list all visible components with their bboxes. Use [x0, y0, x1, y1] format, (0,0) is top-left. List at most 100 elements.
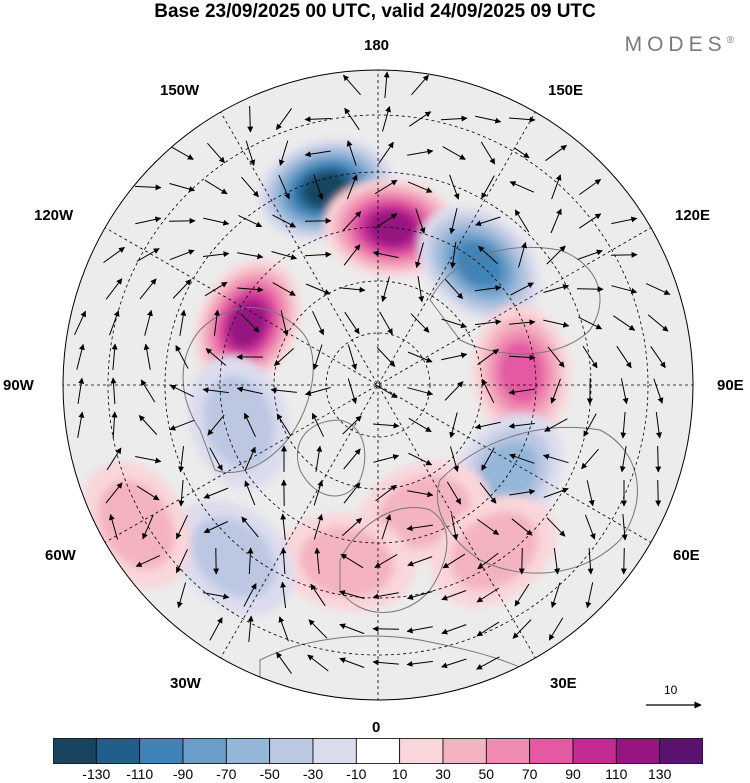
- wind-arrow: [449, 242, 457, 269]
- wind-arrow: [480, 141, 496, 165]
- wind-arrow: [236, 286, 264, 293]
- coastline-europe: [339, 506, 448, 613]
- wind-arrow: [305, 283, 331, 295]
- wind-arrow: [338, 590, 365, 599]
- lon-label-30e: 30E: [550, 675, 577, 692]
- wind-arrow: [177, 582, 187, 609]
- wind-arrow: [247, 547, 254, 575]
- wind-arrow: [551, 174, 562, 200]
- coastline-north-america: [182, 307, 314, 474]
- wind-arrow: [311, 412, 325, 437]
- wind-arrow: [278, 140, 289, 166]
- wind-arrow: [543, 284, 570, 293]
- wind-arrow: [475, 319, 502, 326]
- wind-arrow: [512, 619, 532, 639]
- wind-arrow: [653, 378, 664, 404]
- wind-arrow: [106, 447, 122, 471]
- wind-arrow: [508, 422, 535, 429]
- colorbar-tick-label: 110: [605, 766, 628, 782]
- wind-arrow: [406, 591, 433, 600]
- wind-arrow: [315, 445, 323, 472]
- wind-arrow: [578, 316, 603, 330]
- wind-arrow: [280, 547, 287, 575]
- wind-arrow: [442, 146, 466, 160]
- wind-arrow: [406, 660, 433, 667]
- wind-arrow: [372, 592, 399, 600]
- colorbar-bin-1: [95, 738, 141, 764]
- wind-arrow: [450, 446, 459, 473]
- colorbar-tick-label: -10: [346, 766, 367, 782]
- wind-arrow: [379, 311, 393, 335]
- wind-arrow: [442, 553, 466, 569]
- wind-arrow: [509, 319, 536, 326]
- wind-arrow: [543, 487, 569, 498]
- wind-arrow: [237, 252, 264, 260]
- wind-arrow: [514, 147, 530, 159]
- trough-central-atlantic-level--30: [190, 517, 276, 598]
- colorbar-tick-label: -110: [126, 766, 154, 782]
- wind-arrow: [138, 414, 158, 435]
- wind-arrow: [343, 244, 361, 266]
- wind-arrow: [204, 179, 228, 195]
- wind-arrow: [203, 487, 229, 499]
- wind-arrow: [451, 514, 459, 541]
- wind-arrow: [381, 276, 390, 303]
- wind-arrow: [509, 181, 535, 193]
- wind-scale-label: 10: [664, 683, 678, 697]
- wind-arrow: [655, 412, 662, 439]
- wind-arrow: [209, 617, 223, 641]
- wind-arrow: [203, 217, 230, 226]
- wind-arrow: [415, 242, 424, 269]
- wind-arrow: [207, 142, 225, 164]
- wind-arrow: [481, 447, 495, 471]
- wind-arrow: [280, 581, 287, 608]
- wind-arrow: [449, 412, 458, 439]
- wind-arrow: [586, 480, 595, 507]
- wind-arrow: [449, 174, 460, 200]
- wind-arrow: [271, 251, 298, 260]
- wind-arrow: [213, 309, 220, 336]
- wind-arrow: [446, 481, 462, 505]
- wind-arrow: [611, 216, 638, 225]
- wind-arrow: [375, 484, 397, 502]
- wind-arrow: [312, 310, 324, 336]
- wind-arrow: [578, 213, 602, 229]
- lon-label-120e: 120E: [675, 207, 711, 224]
- wind-arrow: [372, 250, 399, 259]
- chart-title: Base 23/09/2025 00 UTC, valid 24/09/2025…: [154, 1, 596, 22]
- wind-arrow: [548, 617, 564, 641]
- wind-arrow: [372, 422, 400, 429]
- wind-arrow: [314, 547, 321, 574]
- wind-arrow: [441, 352, 468, 361]
- wind-arrow: [479, 482, 497, 504]
- wind-arrow: [577, 249, 603, 260]
- wind-arrow: [276, 651, 292, 674]
- wind-arrow: [247, 615, 254, 642]
- wind-arrow: [178, 479, 185, 507]
- wind-arrow: [203, 251, 230, 258]
- wind-arrow: [135, 456, 162, 464]
- wind-arrow: [550, 378, 561, 404]
- colorbar-bin-7: [355, 738, 401, 764]
- ridge-black-sea-level-30: [450, 511, 538, 590]
- graticule: [63, 70, 693, 700]
- wind-arrow: [135, 216, 162, 225]
- wind-arrow: [308, 619, 328, 639]
- wind-arrow: [407, 387, 434, 396]
- trough-west-siberia-level--50: [476, 441, 538, 510]
- wind-arrow: [544, 418, 568, 432]
- wind-arrow: [176, 548, 188, 574]
- wind-arrow: [481, 175, 495, 199]
- wind-arrow: [313, 480, 324, 506]
- wind-arrow: [476, 587, 500, 603]
- map-disk: [63, 70, 693, 700]
- wind-arrow: [508, 116, 536, 123]
- wind-arrow: [374, 179, 398, 195]
- wind-arrow: [582, 345, 598, 369]
- lon-label-60e: 60E: [673, 547, 700, 564]
- registered-mark: ®: [726, 35, 734, 46]
- wind-arrow: [110, 377, 117, 405]
- wind-arrow: [407, 351, 433, 363]
- wind-arrow: [143, 343, 151, 370]
- wind-arrow: [514, 209, 530, 233]
